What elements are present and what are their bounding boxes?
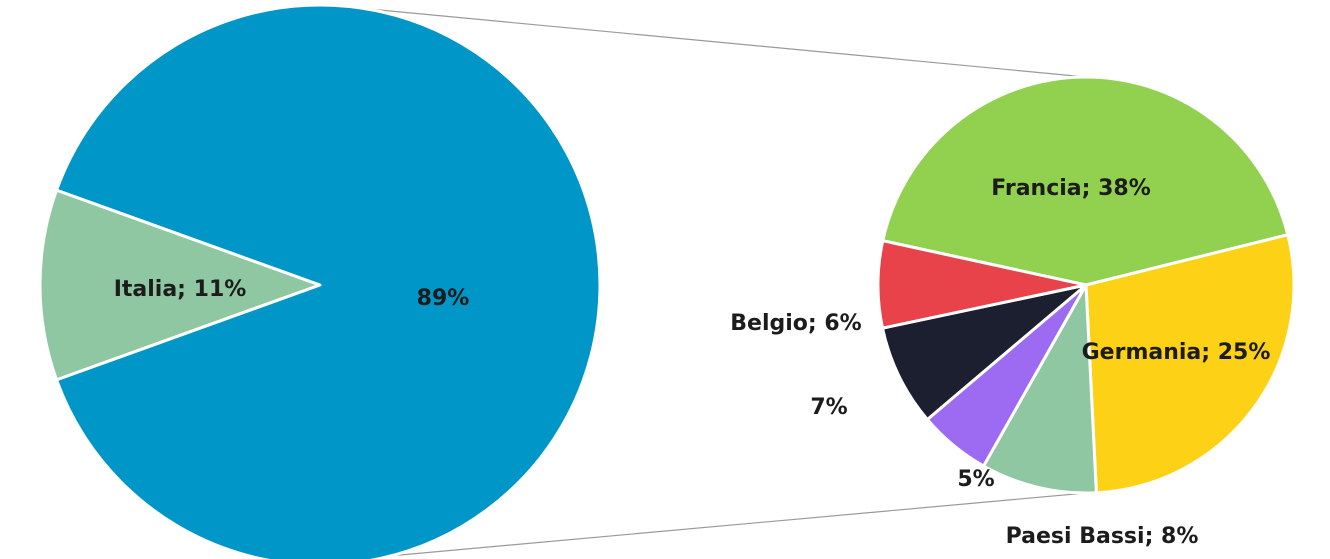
- main-pie: [38, 3, 602, 559]
- connector-line-bottom: [366, 492, 1087, 559]
- label-italia: Italia; 11%: [114, 277, 247, 302]
- connector-line-top: [368, 8, 1087, 78]
- label-belgio: Belgio; 6%: [730, 311, 861, 336]
- label-main-rest: 89%: [417, 286, 470, 311]
- label-germania: Germania; 25%: [1082, 340, 1271, 365]
- secondary-pie: [876, 75, 1296, 495]
- slice-francia: [881, 75, 1290, 287]
- slice-belgio: [876, 239, 1088, 330]
- label-francia: Francia; 38%: [991, 176, 1151, 201]
- slice-italia: [38, 188, 322, 382]
- label-seven-percent: 7%: [810, 395, 847, 420]
- slice-main-rest: [55, 3, 602, 559]
- slice-paesi-bassi: [982, 283, 1098, 495]
- label-paesi-bassi: Paesi Bassi; 8%: [1006, 524, 1199, 549]
- slice-germania: [1084, 233, 1296, 495]
- label-five-percent: 5%: [957, 467, 994, 492]
